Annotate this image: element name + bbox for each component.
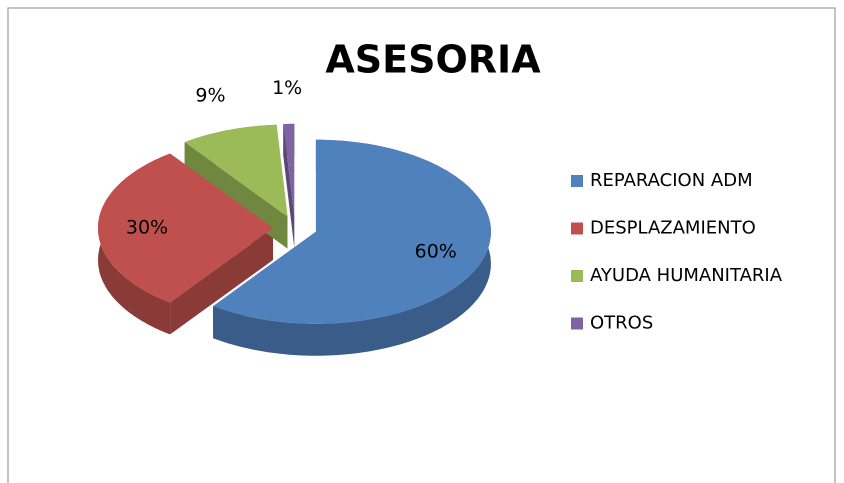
slice-wall bbox=[170, 228, 273, 335]
slice bbox=[283, 123, 295, 216]
legend-swatch bbox=[571, 270, 583, 282]
data-label: 9% bbox=[195, 85, 225, 107]
legend-label: REPARACION ADM bbox=[590, 170, 753, 191]
chart-title: ASESORIA bbox=[325, 38, 541, 82]
data-label: 1% bbox=[272, 77, 302, 99]
legend-swatch bbox=[571, 317, 583, 330]
data-label: 30% bbox=[126, 217, 168, 239]
legend-swatch bbox=[571, 222, 583, 235]
legend-label: DESPLAZAMIENTO bbox=[590, 218, 756, 239]
slice bbox=[98, 153, 273, 303]
slice bbox=[213, 139, 491, 324]
legend-label: AYUDA HUMANITARIA bbox=[590, 265, 783, 286]
legend-swatch bbox=[571, 175, 583, 187]
legend-label: OTROS bbox=[590, 313, 653, 334]
data-label: 60% bbox=[415, 241, 457, 263]
slice-side bbox=[213, 139, 491, 356]
slice bbox=[184, 124, 288, 217]
